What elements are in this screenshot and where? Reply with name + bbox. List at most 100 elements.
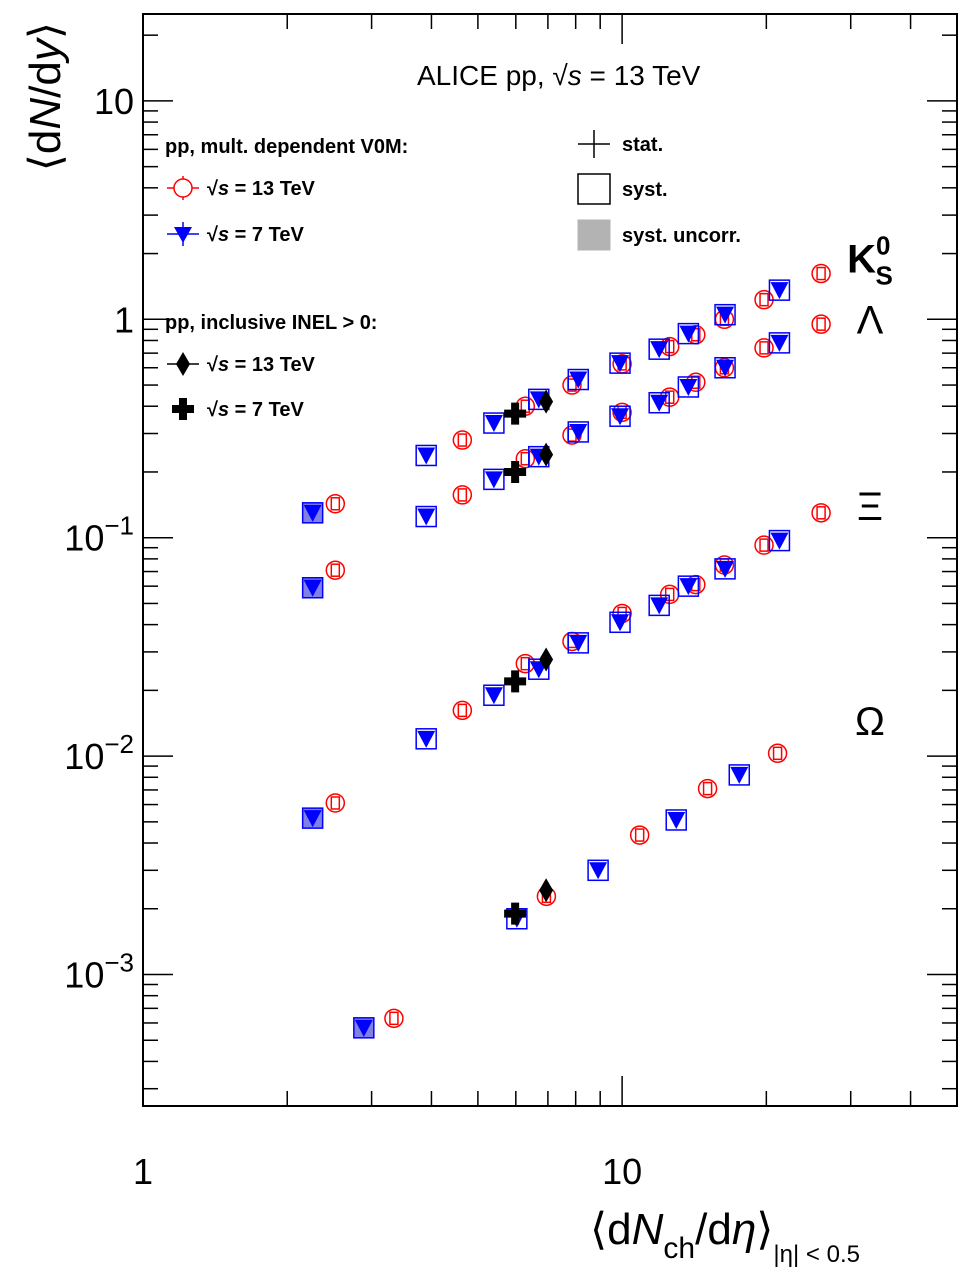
syst-box <box>648 594 670 617</box>
svg-text:√s = 7 TeV: √s = 7 TeV <box>207 399 304 421</box>
x-tick-label: 1 <box>133 1151 153 1192</box>
syst-box <box>389 1011 399 1026</box>
svg-text:√s = 7 TeV: √s = 7 TeV <box>207 224 304 246</box>
data-point-triangle <box>354 1019 373 1037</box>
data-point-triangle <box>716 306 735 324</box>
syst-box <box>816 317 826 331</box>
x-tick-label: 10 <box>602 1151 642 1192</box>
data-point-diamond <box>539 389 554 414</box>
syst-box <box>714 357 736 379</box>
data-point-circle <box>325 560 346 580</box>
data-point-triangle <box>770 334 789 352</box>
data-point-triangle <box>650 597 669 615</box>
syst-box <box>567 632 590 654</box>
syst-box <box>609 352 631 374</box>
legend-item-syst-uncorr: syst. uncorr. <box>577 219 741 251</box>
legend: pp, mult. dependent V0M: √s = 13 TeV √s … <box>165 130 741 421</box>
syst-box <box>665 809 687 831</box>
data-point-triangle <box>716 560 735 578</box>
syst-box <box>816 266 826 281</box>
syst-box <box>567 368 590 391</box>
data-point-triangle <box>303 810 322 828</box>
svg-text:√s = 13 TeV: √s = 13 TeV <box>207 178 316 200</box>
syst-box <box>528 658 550 680</box>
data-point-circle <box>384 1008 404 1029</box>
legend-heading-inel: pp, inclusive INEL > 0: <box>165 312 377 334</box>
data-point-triangle <box>770 532 789 550</box>
data-point-circle <box>754 338 774 358</box>
legend-heading-mult: pp, mult. dependent V0M: <box>165 136 408 158</box>
data-point-cross <box>504 902 527 925</box>
data-point-circle <box>452 485 473 505</box>
y-tick-label: 10−2 <box>64 729 134 777</box>
y-tick-label: 10 <box>94 81 134 122</box>
data-point-circle <box>452 700 473 721</box>
x-axis-label: ⟨dNch/dη⟩|η| < 0.5 <box>590 1205 860 1268</box>
syst-box <box>483 684 505 706</box>
syst-box <box>759 292 769 307</box>
syst-box <box>634 828 645 842</box>
data-point-triangle <box>303 579 322 597</box>
svg-text:√s = 13 TeV: √s = 13 TeV <box>207 354 316 376</box>
svg-text:syst. uncorr.: syst. uncorr. <box>622 225 741 247</box>
syst-box <box>702 781 713 796</box>
data-point-triangle <box>679 378 698 396</box>
y-tick-label: 10−3 <box>64 948 134 996</box>
data-point-triangle <box>417 447 436 465</box>
data-point-triangle <box>569 634 588 652</box>
data-point-circle <box>811 503 831 523</box>
data-point-circle <box>325 494 346 514</box>
syst-box <box>609 611 631 634</box>
data-point-triangle <box>569 423 588 441</box>
data-point-circle <box>515 448 536 469</box>
data-point-circle <box>325 793 346 813</box>
data-point-diamond <box>539 442 554 467</box>
syst-box <box>587 859 609 882</box>
data-point-circle <box>697 778 718 799</box>
syst-box <box>330 497 341 511</box>
syst-box <box>457 488 468 502</box>
particle-labels: K0 S Λ Ξ Ω <box>847 230 893 743</box>
syst-box <box>816 506 826 520</box>
svg-text:stat.: stat. <box>622 134 663 156</box>
syst-box <box>567 421 590 443</box>
data-point-triangle <box>650 394 669 412</box>
data-point-cross <box>504 670 527 693</box>
data-point-triangle <box>484 471 503 489</box>
data-point-triangle <box>730 766 749 784</box>
data-point-circle <box>452 430 473 450</box>
legend-item-7tev-inel: √s = 7 TeV <box>172 398 304 421</box>
data-point-triangle <box>650 341 669 359</box>
particle-label-Lambda: Λ <box>857 298 884 342</box>
particle-label-Omega: Ω <box>855 700 885 744</box>
syst-box <box>714 303 736 326</box>
data-point-triangle <box>679 578 698 596</box>
legend-item-syst: syst. <box>577 173 668 205</box>
syst-box <box>768 332 791 354</box>
data-point-triangle <box>484 687 503 705</box>
syst-box <box>648 391 670 414</box>
data-point-triangle <box>679 325 698 343</box>
data-markers <box>301 263 831 1039</box>
data-point-cross <box>504 402 527 425</box>
legend-item-7tev-mult: √s = 7 TeV <box>167 222 304 246</box>
syst-box <box>768 529 791 552</box>
data-point-circle <box>767 743 788 764</box>
syst-box <box>330 796 341 810</box>
syst-box <box>677 322 700 345</box>
data-point-circle <box>754 535 774 555</box>
particle-label-Xi: Ξ <box>857 485 883 529</box>
syst-box <box>415 505 437 528</box>
data-point-diamond <box>539 647 554 672</box>
syst-box <box>415 444 437 467</box>
data-point-triangle <box>716 359 735 377</box>
chart-title: ALICE pp, √s = 13 TeV <box>417 60 701 91</box>
y-tick-label: 1 <box>114 299 134 340</box>
data-point-triangle <box>569 371 588 389</box>
syst-box <box>768 279 791 301</box>
syst-box <box>609 405 631 427</box>
syst-box <box>457 703 468 718</box>
syst-box <box>677 575 700 597</box>
data-point-diamond <box>539 878 554 903</box>
